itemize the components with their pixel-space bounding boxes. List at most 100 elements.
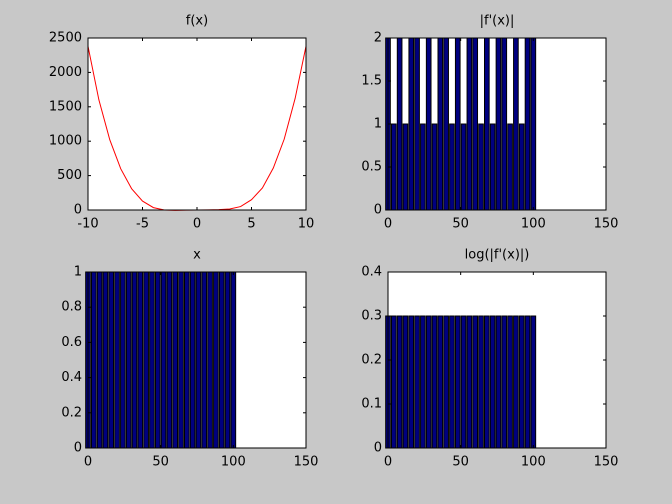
x-tick-label: 10 (298, 217, 315, 232)
x-tick-label: 100 (521, 455, 546, 470)
bar (460, 123, 467, 211)
bar (149, 271, 155, 449)
bar (408, 37, 415, 211)
bar (414, 315, 420, 449)
y-tick-label: 0.3 (361, 309, 382, 324)
bar (396, 315, 403, 449)
bar (425, 37, 432, 211)
bar (437, 37, 444, 211)
y-tick-label: 1 (374, 117, 382, 132)
bar (524, 37, 531, 211)
y-tick-label: 0 (74, 441, 82, 456)
bar (420, 315, 426, 449)
bar (489, 123, 496, 211)
y-tick-label: 0 (374, 203, 382, 218)
bar (443, 315, 449, 449)
x-tick-label: 50 (452, 455, 469, 470)
bar (184, 271, 190, 449)
bar (449, 123, 455, 211)
y-tick-label: 0.6 (61, 335, 82, 350)
y-tick-label: 1.5 (361, 74, 382, 89)
y-tick-label: 0.8 (61, 300, 82, 315)
bar (449, 315, 455, 449)
y-tick-label: 2 (374, 31, 382, 46)
y-tick-label: 0.2 (361, 353, 382, 368)
plot-area (88, 38, 306, 210)
y-tick-label: 0.2 (61, 405, 82, 420)
bar (160, 271, 167, 449)
bar (402, 123, 409, 211)
axes-box (87, 271, 307, 449)
bar (472, 37, 479, 211)
y-tick-label: 0.5 (361, 160, 382, 175)
bar (201, 271, 208, 449)
bar (96, 271, 103, 449)
bar (460, 315, 467, 449)
bar (466, 315, 473, 449)
x-tick-label: -10 (77, 217, 98, 232)
x-tick-label: -5 (136, 217, 149, 232)
bar (213, 271, 219, 449)
x-tick-label: 100 (521, 217, 546, 232)
bar (454, 37, 461, 211)
x-tick-label: 100 (221, 455, 246, 470)
bar (189, 271, 196, 449)
bar (102, 271, 109, 449)
bar (207, 271, 213, 449)
bar (530, 315, 537, 449)
y-tick-label: 0.4 (361, 265, 382, 280)
bar (402, 315, 409, 449)
bar (230, 271, 237, 449)
chart-title: x (193, 248, 201, 263)
x-tick-label: 5 (247, 217, 255, 232)
chart-title: f(x) (186, 14, 208, 29)
bar (108, 271, 115, 449)
y-tick-label: 2500 (49, 31, 82, 46)
bar (224, 271, 231, 449)
bar (390, 123, 397, 211)
bar (125, 271, 132, 449)
bar (131, 271, 138, 449)
bar (414, 37, 420, 211)
bar (472, 315, 479, 449)
chart-title: |f'(x)| (480, 14, 515, 29)
bar (524, 315, 531, 449)
bar (484, 37, 490, 211)
bar (218, 271, 225, 449)
bar (501, 37, 508, 211)
y-tick-label: 1000 (49, 134, 82, 149)
bar (489, 315, 496, 449)
bar (501, 315, 508, 449)
bar (513, 37, 519, 211)
chart-title: log(|f'(x)|) (465, 248, 530, 263)
y-tick-label: 0 (374, 441, 382, 456)
bar (431, 315, 438, 449)
y-tick-label: 0.1 (361, 397, 382, 412)
bar (478, 315, 484, 449)
y-tick-label: 0.4 (61, 370, 82, 385)
x-tick-label: 50 (152, 455, 169, 470)
bar (495, 37, 502, 211)
bar (396, 37, 403, 211)
x-tick-label: 150 (294, 455, 319, 470)
bar (437, 315, 444, 449)
y-tick-label: 1500 (49, 99, 82, 114)
bar (530, 37, 537, 211)
y-tick-label: 1 (74, 265, 82, 280)
bar (137, 271, 144, 449)
bar (443, 37, 449, 211)
y-tick-label: 2000 (49, 65, 82, 80)
bar (143, 271, 149, 449)
bar (454, 315, 461, 449)
bar (154, 271, 161, 449)
bar (120, 271, 126, 449)
bar (495, 315, 502, 449)
bar (90, 271, 97, 449)
x-tick-label: 50 (452, 217, 469, 232)
bar (172, 271, 179, 449)
y-tick-label: 0 (74, 203, 82, 218)
bar (420, 123, 426, 211)
x-tick-label: 0 (384, 217, 392, 232)
bar (431, 123, 438, 211)
